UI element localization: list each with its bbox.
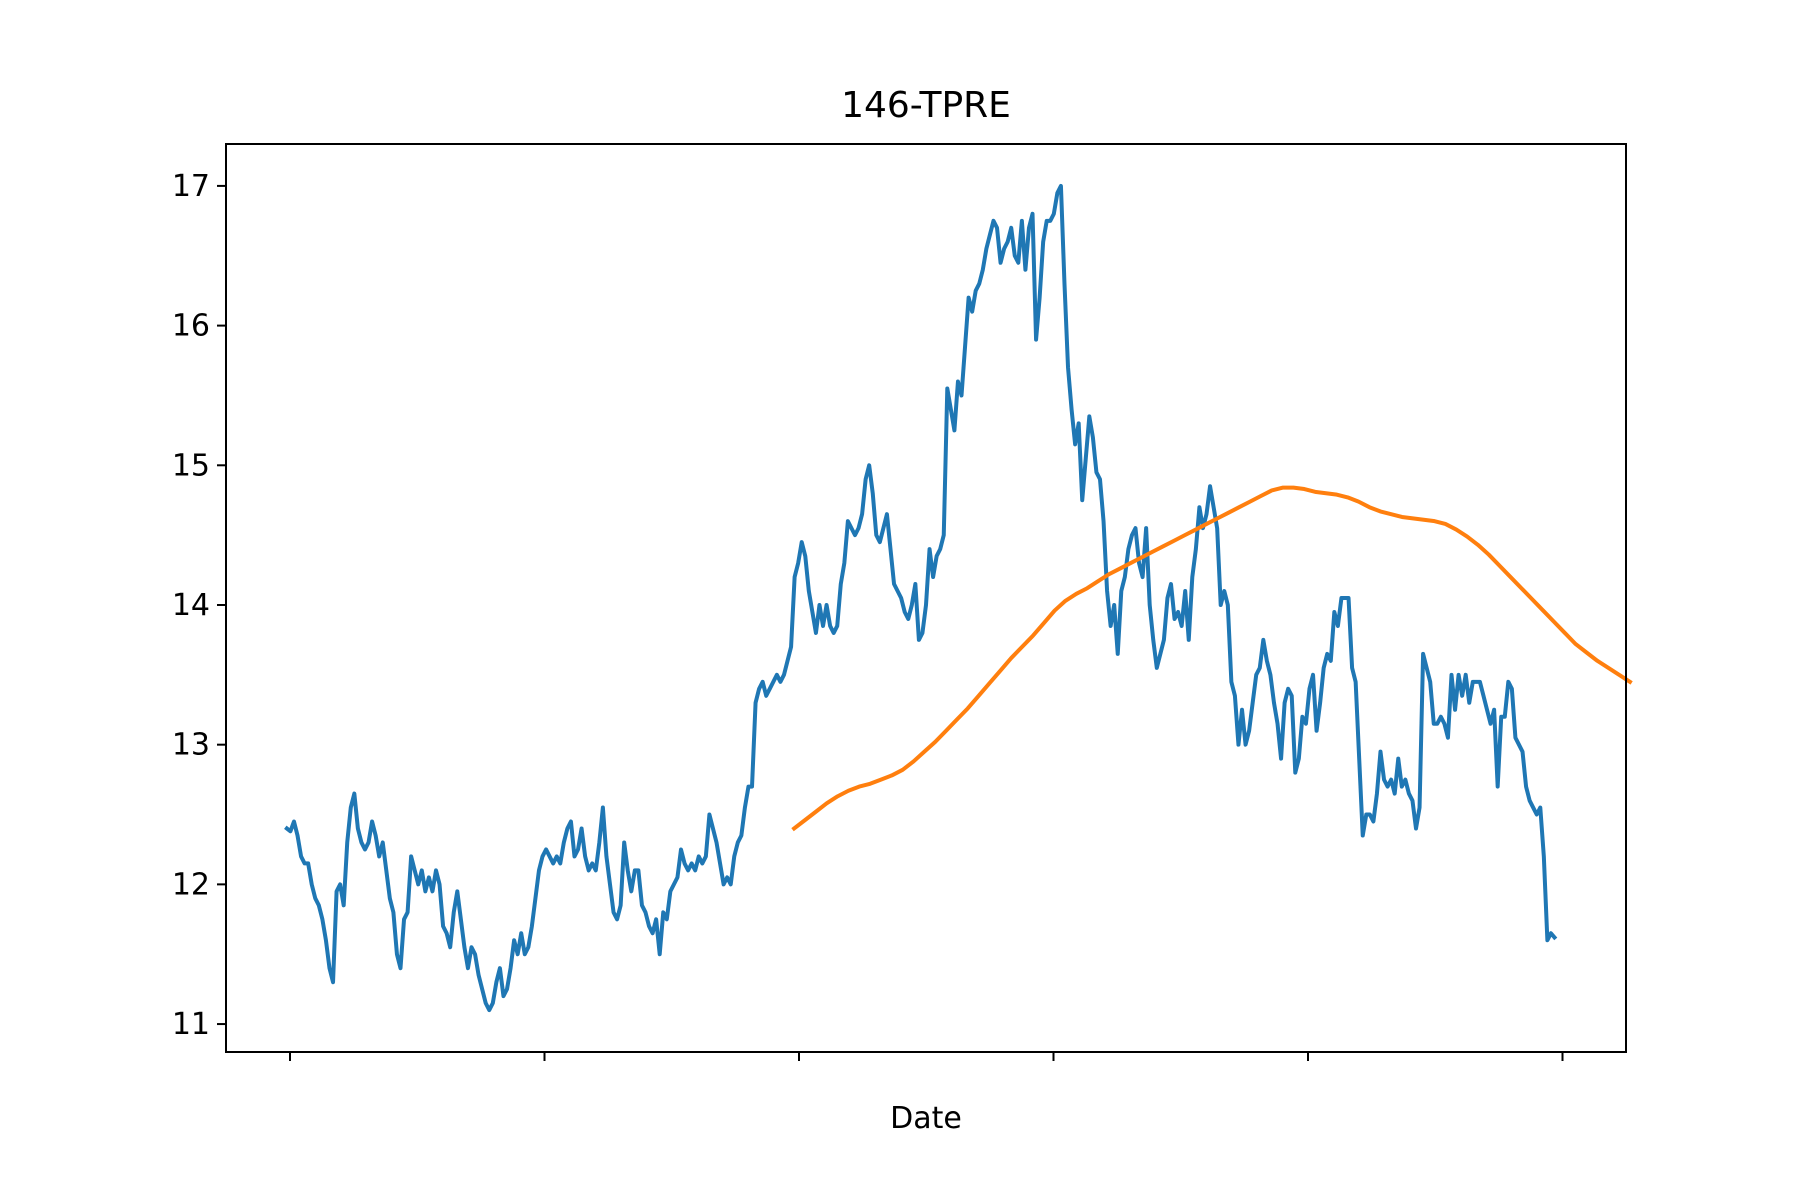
y-tick-label: 13 xyxy=(172,728,210,763)
y-tick-label: 17 xyxy=(172,169,210,204)
y-tick-label: 15 xyxy=(172,448,210,483)
plot-frame xyxy=(225,143,1627,1053)
chart-title: 146-TPRE xyxy=(841,85,1011,126)
y-tick-label: 16 xyxy=(172,309,210,344)
series-line-price xyxy=(284,183,1558,1013)
series-layer xyxy=(284,183,1633,1013)
y-tick-label: 11 xyxy=(172,1007,210,1042)
x-axis-label: Date xyxy=(890,1101,962,1136)
series-line-moving-average xyxy=(791,485,1633,832)
y-tick-label: 14 xyxy=(172,588,210,623)
y-tick-label: 12 xyxy=(172,867,210,902)
axes-layer: 11 12 13 14 15 16 17 xyxy=(172,169,1564,1061)
